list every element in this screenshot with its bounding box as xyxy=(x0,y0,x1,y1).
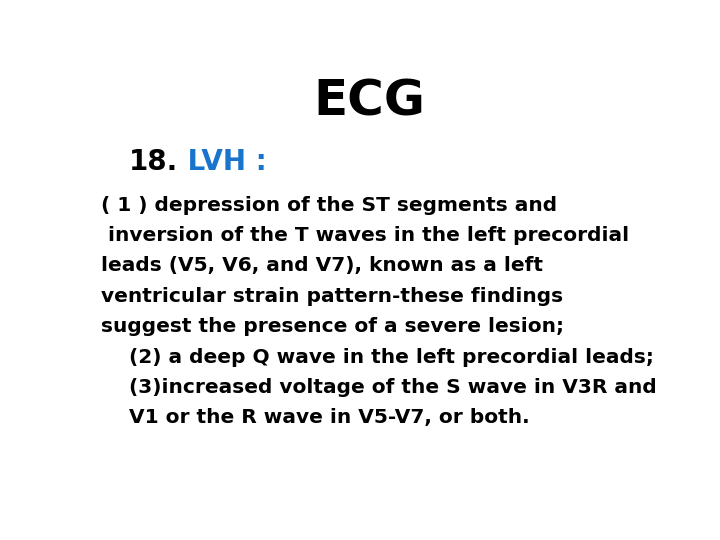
Text: inversion of the T waves in the left precordial: inversion of the T waves in the left pre… xyxy=(101,226,629,245)
Text: ( 1 ) depression of the ST segments and: ( 1 ) depression of the ST segments and xyxy=(101,196,557,215)
Text: leads (V5, V6, and V7), known as a left: leads (V5, V6, and V7), known as a left xyxy=(101,256,543,275)
Text: 18.: 18. xyxy=(129,148,179,176)
Text: ECG: ECG xyxy=(313,77,425,125)
Text: V1 or the R wave in V5-V7, or both.: V1 or the R wave in V5-V7, or both. xyxy=(101,408,530,427)
Text: (2) a deep Q wave in the left precordial leads;: (2) a deep Q wave in the left precordial… xyxy=(101,348,654,367)
Text: suggest the presence of a severe lesion;: suggest the presence of a severe lesion; xyxy=(101,317,564,336)
Text: ventricular strain pattern-these findings: ventricular strain pattern-these finding… xyxy=(101,287,563,306)
Text: (3)increased voltage of the S wave in V3R and: (3)increased voltage of the S wave in V3… xyxy=(101,378,657,397)
Text: LVH :: LVH : xyxy=(179,148,267,176)
